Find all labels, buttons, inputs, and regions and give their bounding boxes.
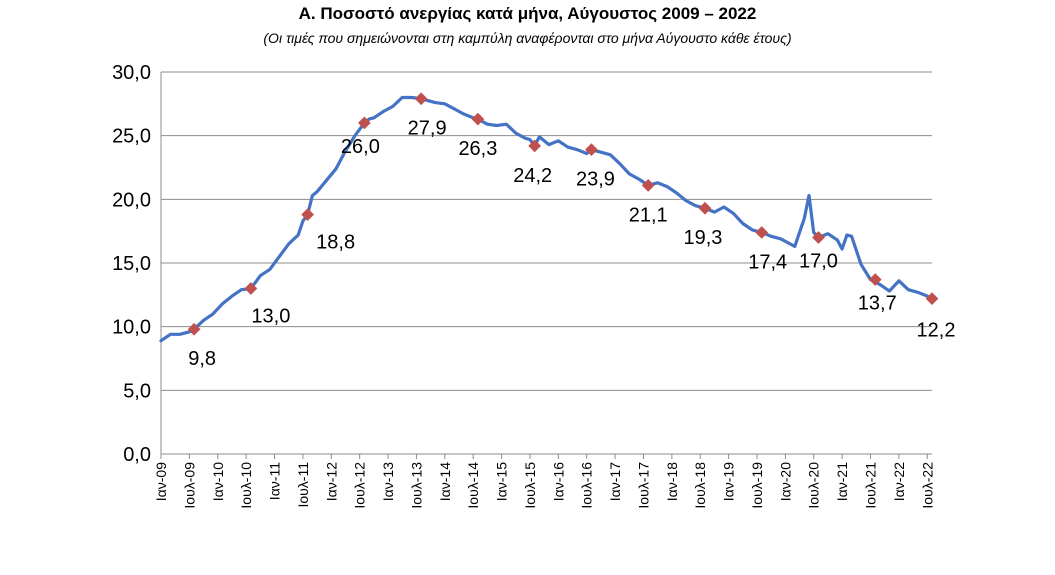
x-tick-label: Ιαν-21 (834, 462, 850, 501)
unemployment-series-line (159, 95, 934, 343)
x-tick-label: Ιουλ-17 (635, 462, 651, 509)
data-label: 24,2 (513, 165, 552, 187)
x-tick-label: Ιαν-10 (210, 462, 226, 501)
x-tick-label: Ιαν-17 (607, 462, 623, 501)
x-tick-label: Ιουλ-12 (352, 462, 368, 509)
x-tick-label: Ιαν-19 (721, 462, 737, 501)
chart-title: Α. Ποσοστό ανεργίας κατά μήνα, Αύγουστος… (298, 4, 757, 23)
data-label: 19,3 (683, 227, 722, 249)
y-tick-label: 0,0 (123, 444, 151, 466)
august-marker (925, 292, 939, 306)
x-tick-label: Ιουλ-09 (181, 462, 197, 509)
x-tick-label: Ιουλ-14 (465, 462, 481, 509)
data-label: 23,9 (576, 169, 615, 191)
august-marker (414, 92, 428, 106)
august-marker (358, 116, 371, 130)
y-tick-label: 20,0 (112, 189, 151, 211)
y-tick-label: 5,0 (123, 380, 151, 402)
x-tick-label: Ιουλ-13 (408, 462, 424, 509)
x-tick-label: Ιουλ-16 (579, 462, 595, 509)
august-marker (244, 282, 258, 295)
x-tick-label: Ιουλ-19 (749, 462, 765, 509)
x-tick-label: Ιαν-13 (380, 462, 396, 501)
x-tick-label: Ιαν-18 (664, 462, 680, 501)
data-label: 18,8 (316, 232, 355, 254)
august-marker (698, 201, 712, 215)
x-tick-label: Ιαν-16 (550, 462, 566, 501)
x-tick-label: Ιουλ-15 (522, 462, 538, 509)
x-tick-label: Ιαν-15 (494, 462, 510, 501)
x-tick-label: Ιαν-22 (891, 462, 907, 501)
august-marker (301, 208, 314, 221)
data-label: 12,2 (917, 320, 956, 342)
x-tick-label: Ιαν-11 (267, 462, 283, 500)
y-tick-label: 15,0 (112, 253, 151, 275)
data-label: 17,4 (748, 251, 787, 273)
data-label: 26,3 (458, 138, 497, 160)
x-tick-label: Ιουλ-20 (806, 462, 822, 509)
data-label: 27,9 (408, 118, 447, 140)
x-tick-label: Ιουλ-10 (238, 462, 254, 509)
data-label: 17,0 (799, 251, 838, 273)
august-marker (755, 226, 769, 239)
x-tick-label: Ιουλ-11 (295, 462, 311, 508)
data-label: 13,7 (858, 293, 897, 315)
x-tick-label: Ιαν-14 (437, 462, 453, 501)
data-label: 21,1 (629, 204, 668, 226)
data-label: 13,0 (251, 305, 290, 327)
x-tick-label: Ιαν-12 (323, 462, 339, 501)
data-label: 9,8 (188, 348, 216, 370)
x-tick-label: Ιουλ-22 (919, 462, 935, 509)
data-label: 26,0 (341, 136, 380, 158)
x-tick-label: Ιαν-09 (153, 462, 169, 501)
august-marker (187, 322, 201, 336)
x-tick-label: Ιουλ-18 (692, 462, 708, 509)
chart-subtitle: (Οι τιμές που σημειώνονται στη καμπύλη α… (263, 30, 792, 46)
y-tick-label: 10,0 (112, 317, 151, 339)
y-tick-label: 25,0 (112, 126, 151, 148)
x-tick-label: Ιουλ-21 (863, 462, 879, 509)
august-marker (471, 112, 485, 126)
x-tick-label: Ιαν-20 (777, 462, 793, 501)
y-tick-label: 30,0 (112, 62, 151, 84)
